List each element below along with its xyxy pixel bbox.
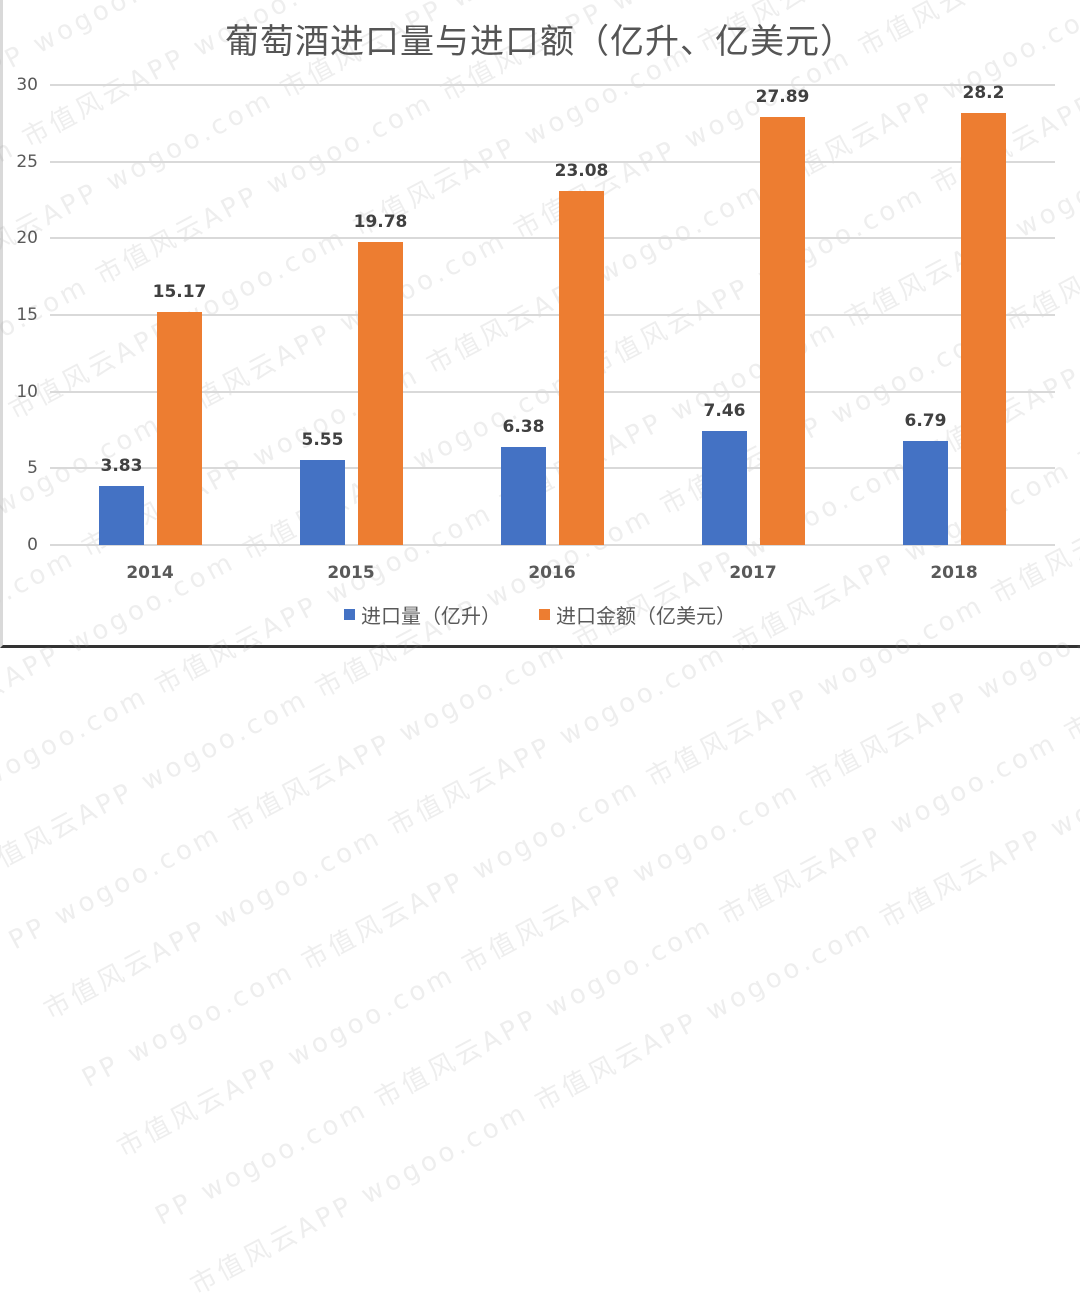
data-label: 6.79 xyxy=(904,410,947,431)
data-label: 3.83 xyxy=(100,456,143,477)
legend-item-import-volume[interactable]: 进口量（亿升） xyxy=(344,600,501,629)
data-label: 5.55 xyxy=(301,429,344,450)
x-tick-label: 2014 xyxy=(126,563,174,583)
watermark-row: 市值风云APP wogoo.com 市值风云APP wogoo.com 市值风云… xyxy=(99,0,1080,1296)
bar-import-volume-2017[interactable] xyxy=(702,430,747,545)
x-tick-label: 2017 xyxy=(729,563,777,583)
legend-item-import-value[interactable]: 进口金额（亿美元） xyxy=(539,600,736,629)
gridline xyxy=(50,84,1055,86)
y-tick-label: 20 xyxy=(16,228,38,249)
chart-title: 葡萄酒进口量与进口额（亿升、亿美元） xyxy=(225,22,855,62)
plot-area: 0 5 10 15 20 25 30 3.83 15.17 2014 5.55 19.78 2015 6.… xyxy=(16,75,1055,583)
y-tick-label: 30 xyxy=(16,75,38,95)
legend-swatch-blue xyxy=(344,609,355,620)
legend-label: 进口金额（亿美元） xyxy=(556,604,736,628)
gridline xyxy=(50,237,1055,240)
bar-import-volume-2014[interactable] xyxy=(99,486,144,545)
y-tick-label: 10 xyxy=(16,381,38,402)
gridline xyxy=(50,160,1055,163)
gridline xyxy=(50,467,1055,470)
y-tick-label: 25 xyxy=(16,151,38,172)
gridline xyxy=(50,544,1055,546)
data-label: 15.17 xyxy=(152,282,207,303)
data-label: 6.38 xyxy=(502,417,545,438)
bar-import-volume-2016[interactable] xyxy=(501,447,546,545)
y-tick-label: 5 xyxy=(27,458,38,479)
data-label: 7.46 xyxy=(703,400,746,421)
data-label: 23.08 xyxy=(554,161,609,182)
bar-import-volume-2018[interactable] xyxy=(903,440,948,545)
data-label: 28.2 xyxy=(962,82,1005,103)
legend-swatch-orange xyxy=(539,609,550,620)
y-tick-label: 15 xyxy=(16,305,38,325)
x-tick-label: 2015 xyxy=(327,563,375,583)
y-tick-label: 0 xyxy=(27,535,38,555)
bar-import-value-2018[interactable] xyxy=(961,112,1006,545)
gridline xyxy=(50,390,1055,393)
legend-label: 进口量（亿升） xyxy=(361,604,501,628)
bar-import-volume-2015[interactable] xyxy=(300,459,345,545)
bar-import-value-2017[interactable] xyxy=(760,117,805,545)
legend: 进口量（亿升） 进口金额（亿美元） xyxy=(0,600,1080,629)
bar-import-value-2014[interactable] xyxy=(157,312,202,545)
bar-import-value-2016[interactable] xyxy=(559,191,604,545)
x-tick-label: 2016 xyxy=(528,563,576,583)
x-tick-label: 2018 xyxy=(930,563,978,583)
bar-import-value-2015[interactable] xyxy=(358,241,403,545)
data-label: 19.78 xyxy=(353,211,408,232)
gridline xyxy=(50,314,1055,316)
data-label: 27.89 xyxy=(755,87,810,108)
